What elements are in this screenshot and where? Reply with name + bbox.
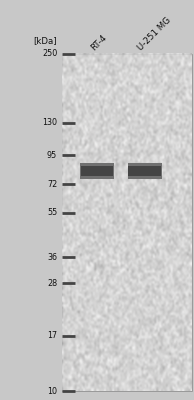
Text: 17: 17 [47, 331, 57, 340]
Text: [kDa]: [kDa] [34, 36, 57, 45]
Text: 72: 72 [47, 180, 57, 189]
Bar [62, 54, 192, 391]
Bar [128, 163, 161, 179]
Text: 95: 95 [47, 151, 57, 160]
Text: 28: 28 [47, 279, 57, 288]
Text: 36: 36 [47, 252, 57, 262]
Text: 130: 130 [42, 118, 57, 127]
Text: U-251 MG: U-251 MG [136, 15, 173, 52]
Bar [81, 166, 113, 176]
Bar [128, 166, 161, 176]
Text: 10: 10 [47, 387, 57, 396]
Text: RT-4: RT-4 [89, 32, 108, 52]
Bar [80, 163, 114, 179]
Text: 55: 55 [47, 208, 57, 217]
Text: 250: 250 [42, 50, 57, 58]
